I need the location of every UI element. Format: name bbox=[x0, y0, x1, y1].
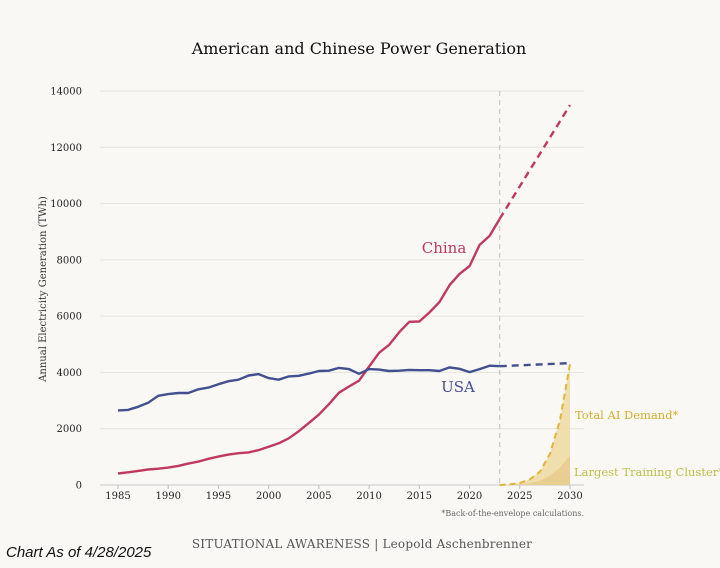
source-credit: SITUATIONAL AWARENESS | Leopold Aschenbr… bbox=[192, 537, 532, 551]
total-ai-demand-label: Total AI Demand* bbox=[575, 408, 679, 422]
y-tick-label: 8000 bbox=[57, 255, 82, 266]
y-tick-label: 4000 bbox=[57, 368, 82, 379]
y-tick-label: 10000 bbox=[50, 199, 82, 210]
y-tick-label: 0 bbox=[76, 481, 82, 492]
y-tick-label: 6000 bbox=[57, 312, 82, 323]
total-ai-demand-area bbox=[499, 364, 570, 485]
series-lines bbox=[117, 104, 572, 486]
x-tick-label: 2010 bbox=[356, 491, 381, 502]
largest-training-cluster-label: Largest Training Cluster* bbox=[574, 465, 720, 479]
y-tick-label: 14000 bbox=[50, 87, 82, 98]
usa-historical-line bbox=[117, 364, 500, 412]
total-ai-demand-line bbox=[499, 363, 571, 486]
gridlines bbox=[100, 90, 584, 486]
x-tick-label: 2025 bbox=[507, 491, 532, 502]
china-historical-line bbox=[117, 218, 501, 475]
x-tick-label: 2000 bbox=[256, 491, 281, 502]
x-axis: 1985 1990 1995 2000 2005 2010 2015 2020 2025 2030 bbox=[105, 485, 583, 502]
y-axis: 0 2000 4000 6000 8000 10000 12000 14000 bbox=[50, 87, 82, 492]
usa-projection-line bbox=[499, 361, 571, 368]
largest-training-cluster-area bbox=[499, 455, 570, 485]
x-tick-label: 2005 bbox=[306, 491, 331, 502]
usa-series-label: USA bbox=[441, 378, 475, 396]
x-tick-label: 2015 bbox=[407, 491, 432, 502]
x-tick-label: 2030 bbox=[557, 491, 582, 502]
y-axis-label: Annual Electricity Generation (TWh) bbox=[38, 196, 49, 383]
y-tick-label: 12000 bbox=[50, 143, 82, 154]
china-projection-line bbox=[498, 104, 572, 220]
footnote: *Back-of-the-envelope calculations. bbox=[441, 509, 584, 518]
x-tick-label: 1985 bbox=[105, 491, 130, 502]
x-tick-label: 2020 bbox=[457, 491, 482, 502]
x-tick-label: 1990 bbox=[155, 491, 180, 502]
x-tick-label: 1995 bbox=[206, 491, 231, 502]
y-tick-label: 2000 bbox=[57, 424, 82, 435]
chart-title: American and Chinese Power Generation bbox=[191, 39, 527, 58]
china-series-label: China bbox=[422, 239, 467, 257]
ai-demand-areas bbox=[499, 364, 570, 485]
chart-as-of-date: Chart As of 4/28/2025 bbox=[6, 544, 152, 561]
